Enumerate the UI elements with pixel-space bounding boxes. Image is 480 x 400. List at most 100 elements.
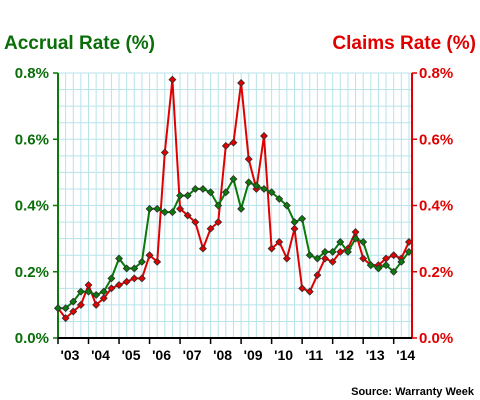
claims-rate-series xyxy=(54,75,413,323)
accrual-rate-point xyxy=(107,274,116,283)
accrual-rate-point xyxy=(366,261,375,270)
accrual-rate-point xyxy=(115,254,124,263)
accrual-rate-point xyxy=(221,188,230,197)
accrual-rate-point xyxy=(244,178,253,187)
accrual-rate-point xyxy=(198,184,207,193)
accrual-rate-point xyxy=(69,297,78,306)
x-tick-label: '03 xyxy=(61,347,80,363)
accrual-rate-point xyxy=(76,287,85,296)
claims-rate-point xyxy=(260,131,268,140)
claims-rate-point xyxy=(160,148,169,157)
claims-rate-point xyxy=(107,284,116,293)
accrual-rate-point xyxy=(382,261,391,270)
x-tick-label: '08 xyxy=(213,347,232,363)
claims-rate-point xyxy=(336,247,345,256)
claims-rate-point xyxy=(153,257,162,266)
claims-rate-point xyxy=(130,274,139,283)
claims-rate-point xyxy=(221,141,230,150)
right-y-axis: 0.0% 0.2% 0.4% 0.6% 0.8% xyxy=(411,65,453,347)
claims-rate-point xyxy=(145,251,154,260)
accrual-rate-point xyxy=(229,175,238,183)
accrual-rate-point xyxy=(92,290,101,299)
accrual-rate-point xyxy=(389,267,398,276)
accrual-rate-point xyxy=(237,204,246,213)
source-note: Source: Warranty Week xyxy=(351,386,475,398)
claims-rate-point xyxy=(351,228,360,236)
accrual-rate-point xyxy=(61,304,70,313)
accrual-rate-point xyxy=(282,201,291,210)
accrual-rate-point xyxy=(313,254,322,263)
right-tick-label: 0.8% xyxy=(419,65,453,82)
left-axis-title: Accrual Rate (%) xyxy=(4,33,155,54)
claims-rate-point xyxy=(359,254,368,263)
claims-rate-point xyxy=(183,211,192,220)
right-axis-title: Claims Rate (%) xyxy=(332,33,476,54)
accrual-rate-point xyxy=(397,257,406,266)
accrual-rate-point xyxy=(84,287,93,296)
claims-rate-point xyxy=(168,75,177,84)
x-tick-label: '06 xyxy=(152,347,171,363)
claims-rate-point xyxy=(298,284,307,293)
grid-lines xyxy=(57,72,412,339)
claims-rate-point xyxy=(328,257,337,266)
claims-rate-point xyxy=(404,237,413,246)
accrual-rate-point xyxy=(305,251,314,260)
left-tick-label: 0.6% xyxy=(15,131,49,148)
claims-rate-point xyxy=(290,224,299,233)
claims-rate-point xyxy=(69,307,78,316)
right-tick-label: 0.0% xyxy=(419,330,453,347)
claims-rate-point xyxy=(176,204,185,213)
accrual-rate-point xyxy=(54,304,62,313)
left-tick-label: 0.8% xyxy=(15,65,49,82)
x-tick-label: '04 xyxy=(91,347,110,363)
accrual-rate-point xyxy=(145,204,154,213)
x-axis: '03 '04 '05 '06 '07 '08 '09 '10 '11 '12 '13 '14 xyxy=(57,337,415,363)
claims-rate-point xyxy=(313,271,322,280)
claims-rate-point xyxy=(137,274,146,283)
claims-rate-point xyxy=(76,300,85,309)
accrual-rate-point xyxy=(153,204,162,213)
accrual-rate-point xyxy=(351,234,360,243)
accrual-rate-point xyxy=(122,264,131,273)
left-tick-label: 0.0% xyxy=(15,330,49,347)
accrual-rate-point xyxy=(336,237,345,246)
claims-rate-point xyxy=(237,78,246,87)
x-tick-label: '12 xyxy=(335,347,354,363)
accrual-rate-point xyxy=(343,247,352,256)
claims-rate-point xyxy=(84,281,93,289)
accrual-rate-point xyxy=(206,188,215,197)
series-layer xyxy=(54,75,413,323)
left-tick-label: 0.2% xyxy=(15,264,49,281)
claims-rate-point xyxy=(321,254,329,263)
right-tick-label: 0.2% xyxy=(419,264,453,281)
x-tick-label: '07 xyxy=(183,347,202,363)
accrual-rate-point xyxy=(99,287,108,296)
claims-rate-point xyxy=(206,224,215,233)
claims-rate-point xyxy=(115,281,124,289)
claims-rate-point xyxy=(275,237,284,246)
left-y-axis: 0.0% 0.2% 0.4% 0.6% 0.8% xyxy=(15,65,59,347)
left-tick-label: 0.4% xyxy=(15,198,49,215)
accrual-rate-point xyxy=(359,237,368,246)
claims-rate-point xyxy=(214,218,223,227)
claims-rate-point xyxy=(305,287,314,296)
accrual-rate-point xyxy=(374,264,383,273)
accrual-rate-point xyxy=(290,218,299,227)
accrual-rate-point xyxy=(191,184,200,193)
x-tick-label: '13 xyxy=(366,347,385,363)
accrual-rate-point xyxy=(267,188,276,197)
accrual-rate-series xyxy=(54,175,413,313)
claims-rate-point xyxy=(244,155,253,164)
x-tick-label: '11 xyxy=(305,347,323,363)
accrual-rate-point xyxy=(260,184,268,193)
claims-rate-point xyxy=(92,300,101,309)
claims-rate-point xyxy=(229,138,238,147)
accrual-rate-point xyxy=(252,181,261,190)
x-tick-label: '14 xyxy=(396,347,415,363)
accrual-rate-point xyxy=(183,191,192,200)
x-tick-label: '10 xyxy=(274,347,293,363)
accrual-rate-point xyxy=(298,214,307,223)
claims-rate-point xyxy=(122,277,131,286)
accrual-rate-point xyxy=(404,247,413,256)
